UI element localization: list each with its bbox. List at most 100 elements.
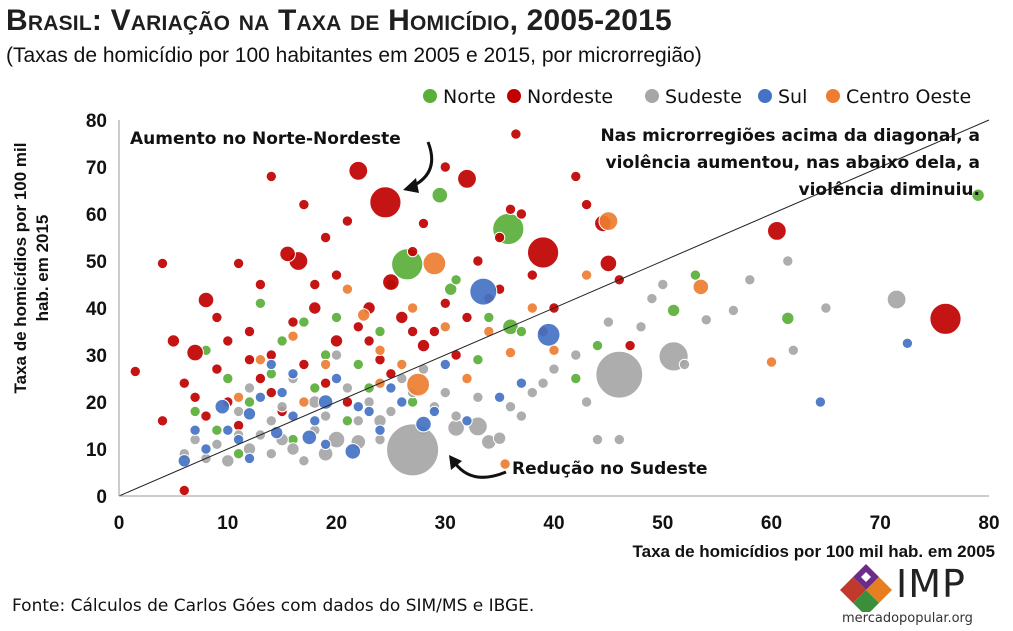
point-sul xyxy=(439,358,451,371)
point-norte xyxy=(341,415,354,427)
point-centro-oeste xyxy=(461,372,473,385)
point-nordeste xyxy=(279,245,296,263)
annotation-norte-nordeste: Aumento no Norte-Nordeste xyxy=(130,129,434,193)
point-nordeste xyxy=(211,311,223,324)
point-sul xyxy=(536,322,561,347)
y-tick-label: 20 xyxy=(86,393,107,414)
point-nordeste xyxy=(416,338,431,353)
x-tick-label: 30 xyxy=(435,513,456,534)
point-sul xyxy=(276,386,288,399)
point-centro-oeste xyxy=(341,283,354,295)
point-sudeste xyxy=(744,274,756,286)
y-tick-labels: 0 10 20 30 40 50 60 70 80 xyxy=(86,111,107,508)
legend-marker-sudeste xyxy=(645,89,659,103)
point-nordeste xyxy=(156,415,169,427)
point-nordeste xyxy=(222,335,234,347)
y-tick-label: 0 xyxy=(96,487,107,508)
point-nordeste xyxy=(348,160,369,181)
y-tick-label: 70 xyxy=(86,158,107,179)
point-sudeste xyxy=(385,405,397,418)
x-tick-label: 70 xyxy=(870,513,891,534)
imp-logo-mark xyxy=(840,564,892,612)
point-sudeste xyxy=(265,448,277,460)
point-norte xyxy=(319,349,332,361)
point-sudeste xyxy=(613,433,625,446)
point-norte xyxy=(406,396,419,408)
point-nordeste xyxy=(363,335,375,347)
point-sudeste xyxy=(602,316,615,328)
point-sudeste xyxy=(468,416,488,437)
point-sul xyxy=(222,424,234,436)
point-norte xyxy=(222,372,234,385)
point-nordeste xyxy=(457,168,477,189)
point-nordeste xyxy=(461,311,473,324)
point-nordeste xyxy=(129,365,142,378)
point-norte xyxy=(483,311,495,324)
point-centro-oeste xyxy=(692,278,710,296)
point-sudeste xyxy=(319,410,332,422)
point-norte xyxy=(265,368,277,380)
note-line-2: violência aumentou, nas abaixo dela, a xyxy=(605,153,980,173)
annotation-sudeste: Redução no Sudeste xyxy=(449,455,708,479)
point-nordeste xyxy=(254,372,267,385)
point-norte xyxy=(298,316,310,328)
point-sudeste xyxy=(492,431,507,445)
point-centro-oeste xyxy=(232,391,245,403)
point-sudeste xyxy=(265,415,277,427)
point-centro-oeste xyxy=(374,344,386,356)
point-sudeste xyxy=(580,396,593,408)
point-sudeste xyxy=(886,289,907,310)
point-sudeste xyxy=(635,321,647,333)
point-nordeste xyxy=(382,273,400,291)
point-sudeste xyxy=(286,442,300,456)
y-tick-label: 80 xyxy=(86,111,107,132)
point-nordeste xyxy=(265,349,277,361)
point-sudeste xyxy=(504,401,517,413)
x-tick-label: 80 xyxy=(978,513,999,534)
point-nordeste xyxy=(232,419,245,432)
point-nordeste xyxy=(254,278,267,291)
point-nordeste xyxy=(329,334,344,348)
point-centro-oeste xyxy=(422,251,447,276)
point-centro-oeste xyxy=(254,354,267,366)
legend-marker-norte xyxy=(423,89,437,103)
point-norte xyxy=(330,311,343,324)
x-tick-label: 50 xyxy=(652,513,673,534)
point-nordeste xyxy=(570,170,582,183)
point-sudeste xyxy=(189,433,201,446)
point-sudeste xyxy=(276,401,288,413)
point-nordeste xyxy=(309,278,321,291)
point-sul xyxy=(200,443,212,455)
point-nordeste xyxy=(369,186,402,219)
point-sul xyxy=(363,405,375,418)
y-tick-label: 60 xyxy=(86,205,107,226)
point-nordeste xyxy=(580,198,593,211)
point-nordeste xyxy=(767,221,787,241)
point-nordeste xyxy=(472,255,484,267)
legend: Norte Nordeste Sudeste Sul Centro Oeste xyxy=(423,86,971,108)
point-norte xyxy=(515,325,528,338)
point-norte xyxy=(374,325,386,338)
imp-logo-url[interactable]: mercadopopular.org xyxy=(842,611,973,626)
point-norte xyxy=(971,188,985,202)
point-nordeste xyxy=(929,302,962,335)
point-nordeste xyxy=(232,257,245,270)
note-line-1: Nas microrregiões acima da diagonal, a xyxy=(600,126,980,146)
point-sudeste xyxy=(374,433,386,446)
point-norte xyxy=(444,282,458,296)
arrow-head-reducao xyxy=(449,455,462,470)
point-sudeste xyxy=(341,382,354,394)
point-sudeste xyxy=(439,386,451,399)
point-centro-oeste xyxy=(548,344,560,356)
point-sul xyxy=(301,429,318,446)
point-nordeste xyxy=(526,269,538,281)
point-nordeste xyxy=(243,325,256,338)
point-norte xyxy=(352,358,364,371)
point-nordeste xyxy=(243,354,256,366)
point-sul xyxy=(461,415,473,427)
point-sul xyxy=(901,337,914,349)
point-norte xyxy=(591,339,604,352)
point-sudeste xyxy=(646,292,658,305)
point-nordeste xyxy=(189,391,201,403)
